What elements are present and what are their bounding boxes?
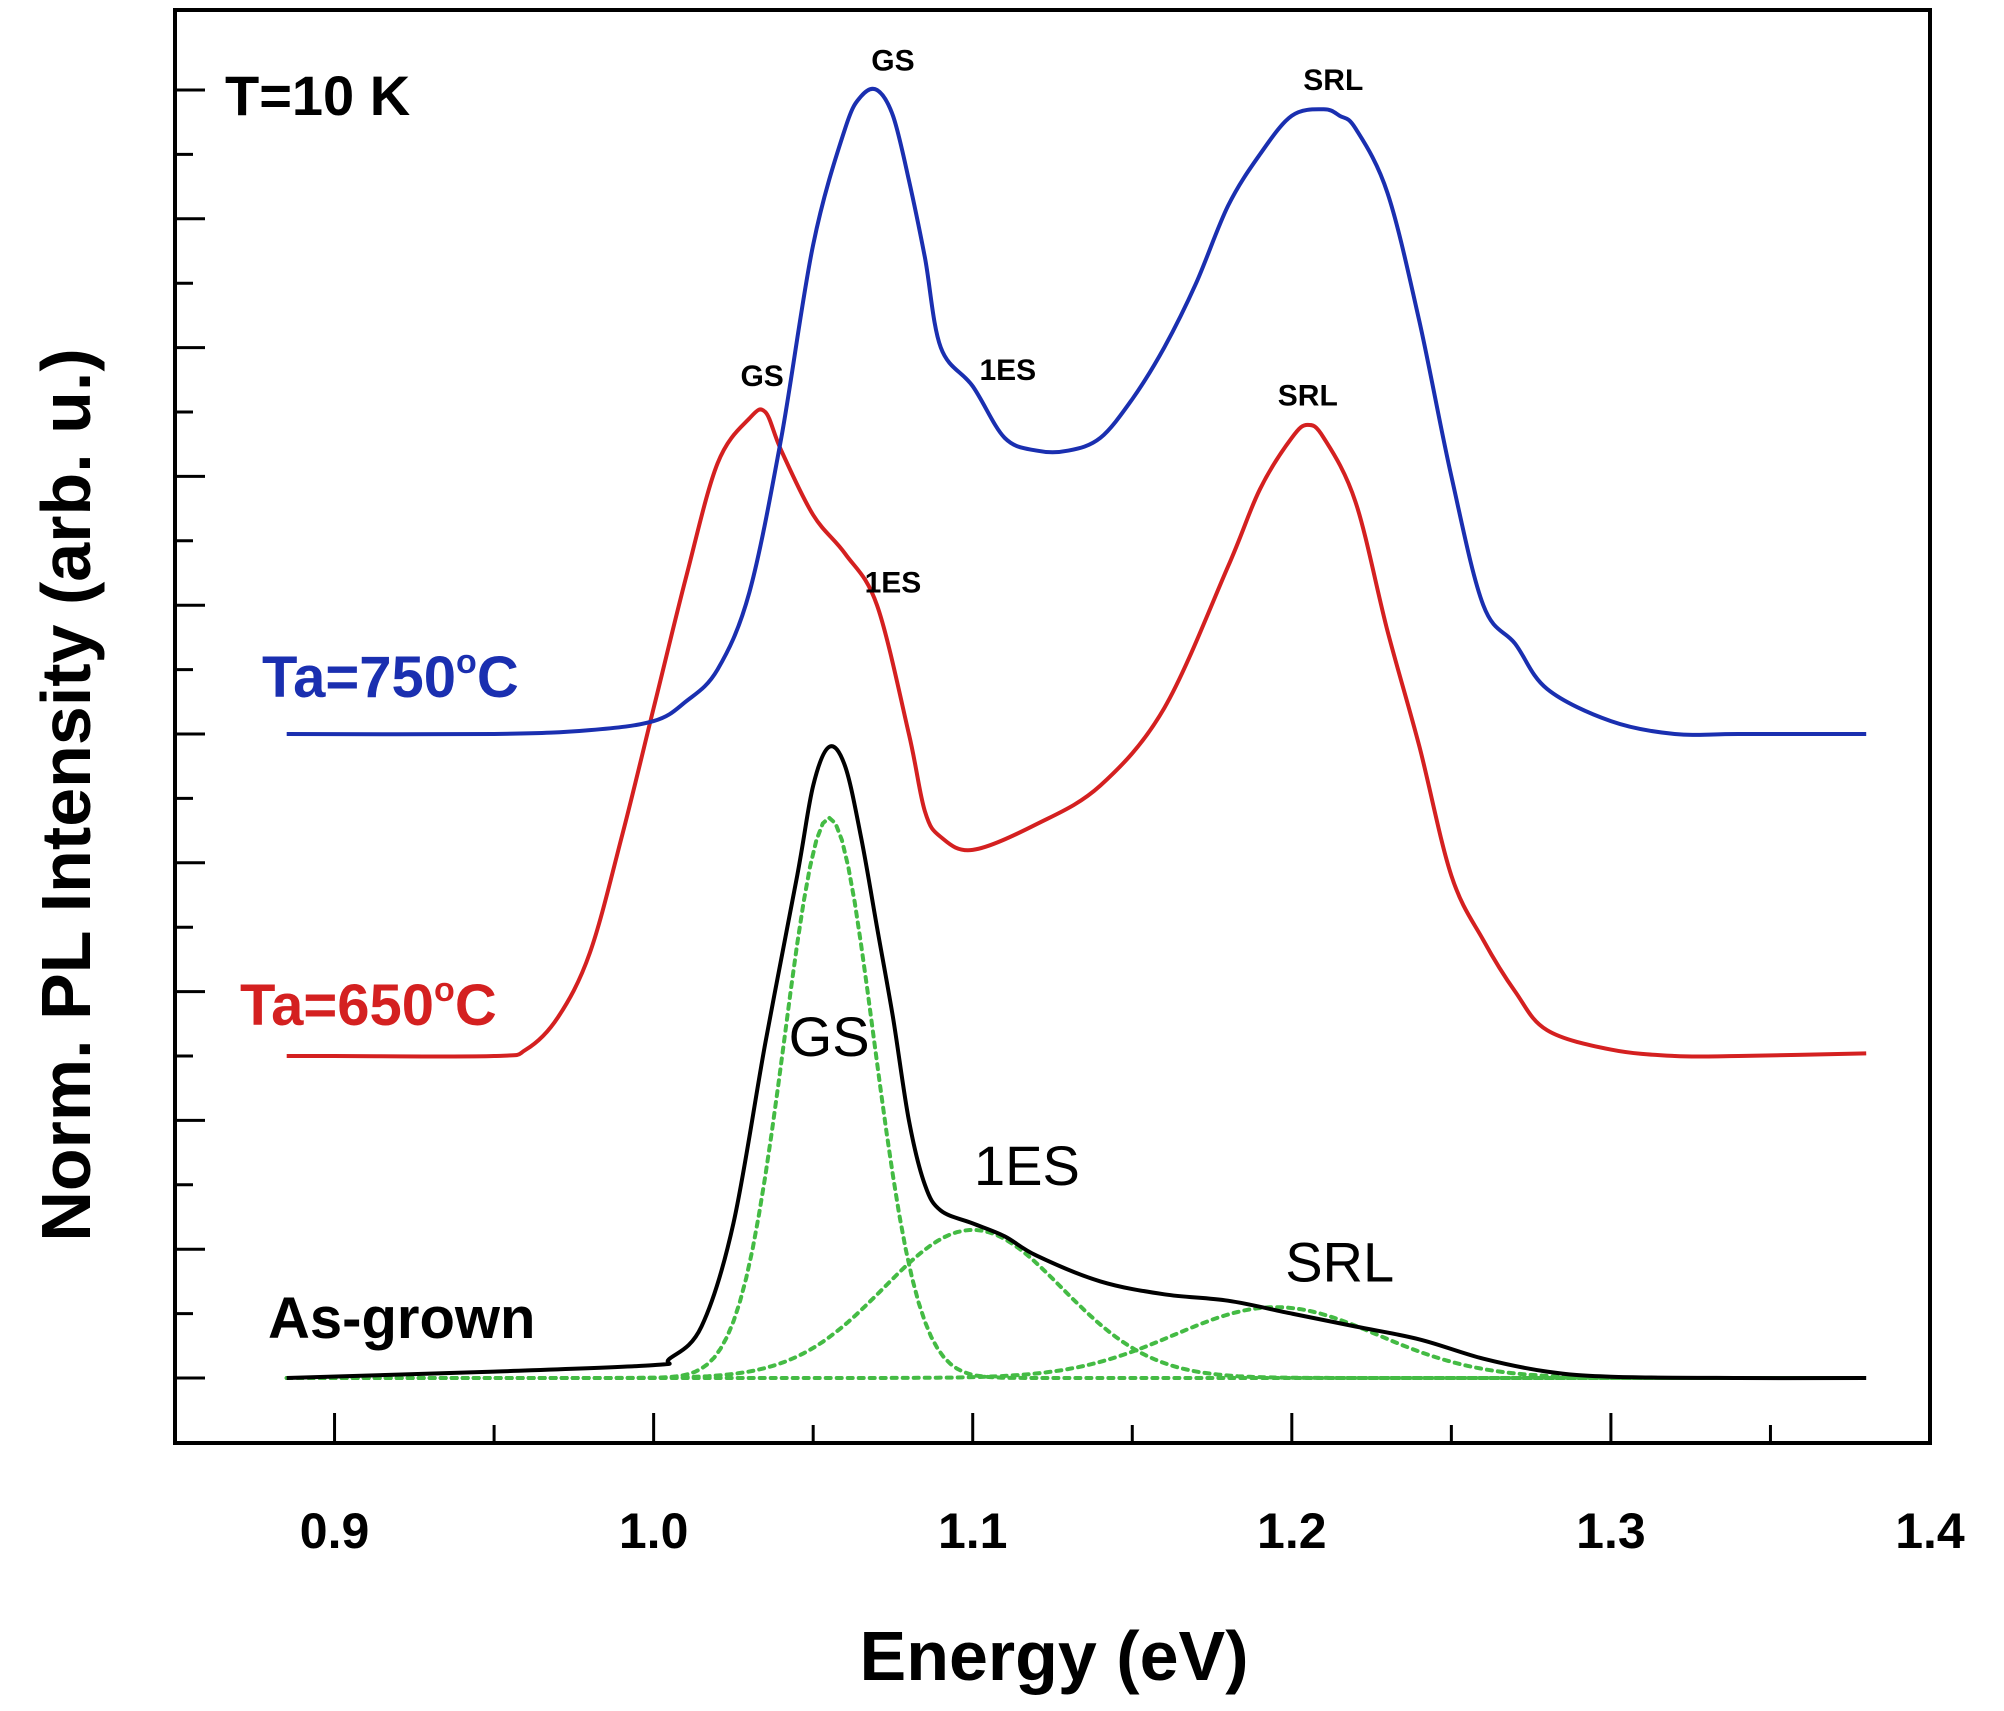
- curve-ta-750-c: [286, 86, 1867, 737]
- y-axis-label: Norm. PL Intensity (arb. u.): [27, 348, 105, 1241]
- x-tick-label: 1.1: [938, 1503, 1008, 1559]
- legend-ta-650: Ta=650oC: [240, 971, 497, 1038]
- spectra-curves: [286, 86, 1867, 1381]
- x-tick-label: 1.4: [1895, 1503, 1965, 1559]
- x-tick-label: 1.0: [619, 1503, 689, 1559]
- curve-as-grown: [286, 744, 1867, 1381]
- annotation-srl: SRL: [1278, 380, 1338, 413]
- annotation-1es: 1ES: [979, 354, 1036, 387]
- peak-annotations: GS 1ES SRL GS 1ES SRL GS 1ES SRL: [740, 45, 1394, 1294]
- temperature-label: T=10 K: [225, 64, 410, 127]
- legend-ta-750: Ta=750oC: [262, 643, 519, 710]
- x-tick-label: 1.3: [1576, 1503, 1646, 1559]
- annotation-1es: 1ES: [865, 566, 922, 599]
- curve-ta-650-c: [286, 407, 1867, 1059]
- annotation-gs: GS: [789, 1005, 870, 1068]
- legend-as-grown: As-grown: [268, 1286, 535, 1351]
- plot-frame: [173, 8, 1932, 1445]
- annotation-srl: SRL: [1285, 1230, 1394, 1293]
- x-tick-label: 1.2: [1257, 1503, 1327, 1559]
- x-axis-label: Energy (eV): [860, 1617, 1249, 1695]
- x-tick-label: 0.9: [300, 1503, 370, 1559]
- annotation-1es: 1ES: [974, 1134, 1080, 1197]
- annotation-gs: GS: [740, 360, 783, 393]
- annotation-srl: SRL: [1303, 64, 1363, 97]
- annotation-gs: GS: [871, 45, 914, 78]
- y-axis-ticks: [175, 88, 205, 1380]
- x-axis-ticks: 0.9 1.0 1.1 1.2 1.3 1.4: [173, 1413, 1965, 1559]
